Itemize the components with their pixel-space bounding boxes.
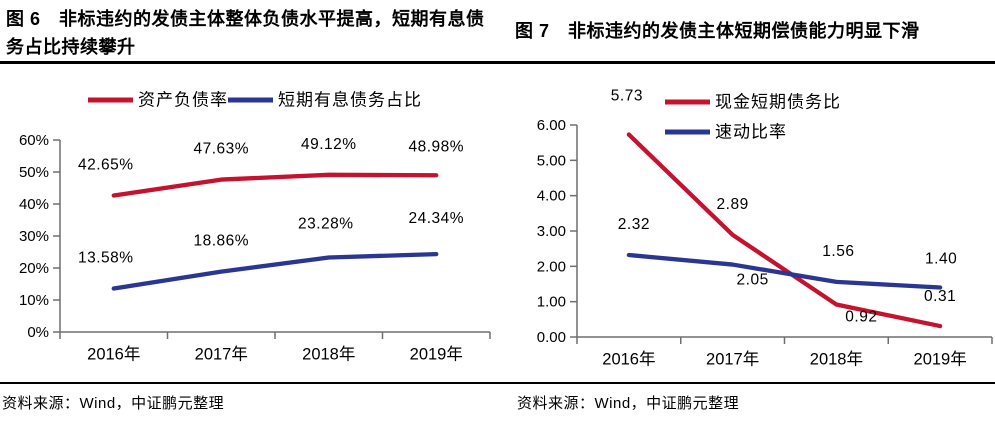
x-axis-tick-label: 2017年 xyxy=(706,349,759,368)
series-line xyxy=(111,172,439,198)
y-axis-tick-label: 0.00 xyxy=(537,329,566,346)
x-axis-tick-label: 2016年 xyxy=(602,349,655,368)
y-axis-tick-label: 1.00 xyxy=(537,294,566,311)
series-line xyxy=(626,252,943,290)
y-axis-tick-label: 30% xyxy=(19,228,49,245)
data-label: 0.92 xyxy=(845,309,877,326)
data-label: 0.31 xyxy=(924,288,956,305)
x-axis-tick-label: 2019年 xyxy=(914,349,967,368)
data-label: 1.40 xyxy=(925,251,957,268)
y-axis-tick-label: 20% xyxy=(19,260,49,277)
data-label: 1.56 xyxy=(822,243,854,260)
figure-6-source: 资料来源：Wind，中证鹏元整理 xyxy=(0,382,497,422)
y-axis-tick-label: 3.00 xyxy=(537,223,566,240)
figure-7-panel: 图 7 非标违约的发债主体短期偿债能力明显下滑 0.00 1.00 2.00 3.00… xyxy=(497,0,995,425)
x-axis-tick-label: 2019年 xyxy=(410,344,463,363)
data-label: 5.73 xyxy=(611,88,643,105)
legend-label: 现金短期债务比 xyxy=(715,92,841,111)
y-axis-tick-label: 4.00 xyxy=(537,188,566,205)
data-label: 47.63% xyxy=(193,141,249,158)
figure-6-title: 图 6 非标违约的发债主体整体负债水平提高，短期有息债务占比持续攀升 xyxy=(0,0,497,64)
y-axis-tick-label: 10% xyxy=(19,292,49,309)
y-axis-tick-label: 0% xyxy=(27,324,49,341)
y-axis-tick-label: 6.00 xyxy=(537,117,566,134)
data-label: 48.98% xyxy=(408,138,464,155)
x-axis-tick-label: 2018年 xyxy=(810,349,863,368)
figure-7-line-chart: 0.00 1.00 2.00 3.00 4.00 5.00 6.00 2016年 2017年 20… xyxy=(537,88,993,368)
data-label: 18.86% xyxy=(193,233,249,250)
figure-7-chart-area: 0.00 1.00 2.00 3.00 4.00 5.00 6.00 2016年 2017年 20… xyxy=(497,64,995,382)
x-axis-tick-label: 2017年 xyxy=(195,344,248,363)
y-axis-tick-label: 40% xyxy=(19,196,49,213)
series-line xyxy=(111,251,439,291)
data-label: 2.05 xyxy=(737,272,769,289)
figure-7-title: 图 7 非标违约的发债主体短期偿债能力明显下滑 xyxy=(497,0,995,64)
figure-6-line-chart: 0% 10% 20% 30% 40% 50% 60% 2016年 2017年 2018年 2019年… xyxy=(19,90,491,363)
legend-label: 短期有息债务占比 xyxy=(278,90,422,109)
y-axis-tick-label: 60% xyxy=(19,132,49,149)
series-line xyxy=(626,132,943,329)
x-axis-tick-label: 2018年 xyxy=(302,344,355,363)
data-label: 2.32 xyxy=(618,216,650,233)
y-axis-tick-label: 2.00 xyxy=(537,258,566,275)
data-label: 24.34% xyxy=(408,210,464,227)
figure-6-chart-area: 0% 10% 20% 30% 40% 50% 60% 2016年 2017年 2018年 2019年… xyxy=(0,64,497,382)
data-label: 23.28% xyxy=(298,216,354,233)
data-label: 13.58% xyxy=(78,250,134,267)
legend-label: 资产负债率 xyxy=(138,90,228,109)
legend-label: 速动比率 xyxy=(715,122,787,141)
y-axis-tick-label: 5.00 xyxy=(537,152,566,169)
data-label: 42.65% xyxy=(78,157,134,174)
data-label: 2.89 xyxy=(717,196,749,213)
y-axis-tick-label: 50% xyxy=(19,164,49,181)
data-label: 49.12% xyxy=(301,136,357,153)
x-axis-tick-label: 2016年 xyxy=(87,344,140,363)
figure-7-source: 资料来源：Wind，中证鹏元整理 xyxy=(497,382,995,422)
figure-6-panel: 图 6 非标违约的发债主体整体负债水平提高，短期有息债务占比持续攀升 0% 10%… xyxy=(0,0,497,425)
